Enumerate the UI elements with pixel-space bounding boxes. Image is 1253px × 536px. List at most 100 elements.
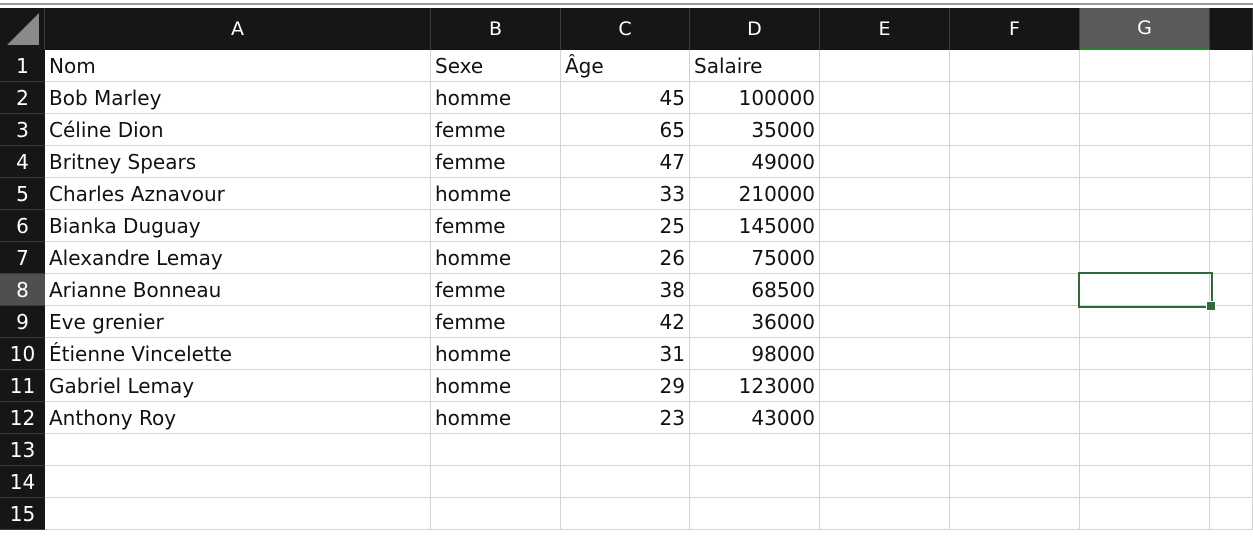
cell-e15[interactable]	[820, 498, 950, 530]
cell-h4[interactable]	[1210, 146, 1253, 178]
cell-g3[interactable]	[1080, 114, 1210, 146]
row-header[interactable]: 10	[0, 338, 45, 370]
cell-b13[interactable]	[431, 434, 561, 466]
cell-f9[interactable]	[950, 306, 1080, 338]
cell-e14[interactable]	[820, 466, 950, 498]
row-header[interactable]: 9	[0, 306, 45, 338]
cell-d5[interactable]: 210000	[690, 178, 820, 210]
cell-h5[interactable]	[1210, 178, 1253, 210]
cell-c2[interactable]: 45	[561, 82, 690, 114]
cell-a6[interactable]: Bianka Duguay	[45, 210, 431, 242]
cell-d12[interactable]: 43000	[690, 402, 820, 434]
cell-b10[interactable]: homme	[431, 338, 561, 370]
cell-c9[interactable]: 42	[561, 306, 690, 338]
cell-d10[interactable]: 98000	[690, 338, 820, 370]
cell-f6[interactable]	[950, 210, 1080, 242]
cell-b9[interactable]: femme	[431, 306, 561, 338]
cell-a5[interactable]: Charles Aznavour	[45, 178, 431, 210]
cell-g2[interactable]	[1080, 82, 1210, 114]
cell-a1[interactable]: Nom	[45, 50, 431, 82]
cell-d13[interactable]	[690, 434, 820, 466]
cell-f14[interactable]	[950, 466, 1080, 498]
row-header[interactable]: 13	[0, 434, 45, 466]
cell-g12[interactable]	[1080, 402, 1210, 434]
cell-h8[interactable]	[1210, 274, 1253, 306]
cell-b12[interactable]: homme	[431, 402, 561, 434]
cell-a13[interactable]	[45, 434, 431, 466]
cell-b2[interactable]: homme	[431, 82, 561, 114]
active-cell-cursor[interactable]	[1078, 272, 1216, 311]
cell-d3[interactable]: 35000	[690, 114, 820, 146]
cell-d15[interactable]	[690, 498, 820, 530]
cell-g5[interactable]	[1080, 178, 1210, 210]
cell-a9[interactable]: Eve grenier	[45, 306, 431, 338]
cell-e8[interactable]	[820, 274, 950, 306]
row-header[interactable]: 12	[0, 402, 45, 434]
column-header-overflow[interactable]	[1210, 8, 1253, 50]
cell-b1[interactable]: Sexe	[431, 50, 561, 82]
row-header[interactable]: 1	[0, 50, 45, 82]
cell-b14[interactable]	[431, 466, 561, 498]
cell-f3[interactable]	[950, 114, 1080, 146]
row-header[interactable]: 7	[0, 242, 45, 274]
cell-e4[interactable]	[820, 146, 950, 178]
cell-d7[interactable]: 75000	[690, 242, 820, 274]
cell-g6[interactable]	[1080, 210, 1210, 242]
cell-g7[interactable]	[1080, 242, 1210, 274]
cell-c13[interactable]	[561, 434, 690, 466]
cell-e5[interactable]	[820, 178, 950, 210]
cell-h2[interactable]	[1210, 82, 1253, 114]
cell-c7[interactable]: 26	[561, 242, 690, 274]
fill-handle[interactable]	[1206, 301, 1216, 311]
select-all-button[interactable]	[0, 8, 45, 50]
cell-h6[interactable]	[1210, 210, 1253, 242]
cell-c1[interactable]: Âge	[561, 50, 690, 82]
cell-c15[interactable]	[561, 498, 690, 530]
cell-b15[interactable]	[431, 498, 561, 530]
cell-b7[interactable]: homme	[431, 242, 561, 274]
cell-a15[interactable]	[45, 498, 431, 530]
cell-d2[interactable]: 100000	[690, 82, 820, 114]
cell-d11[interactable]: 123000	[690, 370, 820, 402]
cell-a3[interactable]: Céline Dion	[45, 114, 431, 146]
column-header-d[interactable]: D	[690, 8, 820, 50]
cell-b5[interactable]: homme	[431, 178, 561, 210]
cell-e6[interactable]	[820, 210, 950, 242]
cell-a11[interactable]: Gabriel Lemay	[45, 370, 431, 402]
cell-e3[interactable]	[820, 114, 950, 146]
column-header-f[interactable]: F	[950, 8, 1080, 50]
cell-d6[interactable]: 145000	[690, 210, 820, 242]
cell-e1[interactable]	[820, 50, 950, 82]
cell-b3[interactable]: femme	[431, 114, 561, 146]
row-header[interactable]: 2	[0, 82, 45, 114]
cell-a10[interactable]: Étienne Vincelette	[45, 338, 431, 370]
cell-h12[interactable]	[1210, 402, 1253, 434]
cell-e2[interactable]	[820, 82, 950, 114]
cell-c5[interactable]: 33	[561, 178, 690, 210]
cell-h11[interactable]	[1210, 370, 1253, 402]
column-header-a[interactable]: A	[45, 8, 431, 50]
cell-g4[interactable]	[1080, 146, 1210, 178]
cell-h7[interactable]	[1210, 242, 1253, 274]
cell-h13[interactable]	[1210, 434, 1253, 466]
cell-c6[interactable]: 25	[561, 210, 690, 242]
cell-f12[interactable]	[950, 402, 1080, 434]
cell-a8[interactable]: Arianne Bonneau	[45, 274, 431, 306]
cell-a14[interactable]	[45, 466, 431, 498]
column-header-e[interactable]: E	[820, 8, 950, 50]
cell-f11[interactable]	[950, 370, 1080, 402]
cell-e7[interactable]	[820, 242, 950, 274]
cell-f13[interactable]	[950, 434, 1080, 466]
row-header[interactable]: 15	[0, 498, 45, 530]
cell-h14[interactable]	[1210, 466, 1253, 498]
cell-f7[interactable]	[950, 242, 1080, 274]
cell-c4[interactable]: 47	[561, 146, 690, 178]
cell-e10[interactable]	[820, 338, 950, 370]
row-header[interactable]: 3	[0, 114, 45, 146]
cell-f2[interactable]	[950, 82, 1080, 114]
cell-d14[interactable]	[690, 466, 820, 498]
cell-e13[interactable]	[820, 434, 950, 466]
cell-g10[interactable]	[1080, 338, 1210, 370]
row-header[interactable]: 8	[0, 274, 45, 306]
cell-a4[interactable]: Britney Spears	[45, 146, 431, 178]
